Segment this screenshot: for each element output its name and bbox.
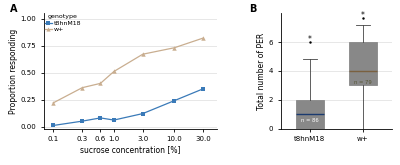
Text: B: B	[250, 4, 257, 14]
Legend: t8hnM18, w+: t8hnM18, w+	[45, 15, 81, 32]
X-axis label: sucrose concentration [%]: sucrose concentration [%]	[80, 145, 180, 154]
PathPatch shape	[349, 42, 377, 85]
Text: A: A	[10, 4, 17, 14]
Text: *: *	[308, 35, 312, 44]
Text: *: *	[361, 11, 365, 20]
Y-axis label: Total number of PER: Total number of PER	[257, 32, 266, 110]
Text: n = 79: n = 79	[354, 80, 372, 85]
Y-axis label: Proportion responding: Proportion responding	[9, 28, 18, 114]
Text: n = 86: n = 86	[301, 118, 319, 123]
PathPatch shape	[296, 100, 324, 129]
